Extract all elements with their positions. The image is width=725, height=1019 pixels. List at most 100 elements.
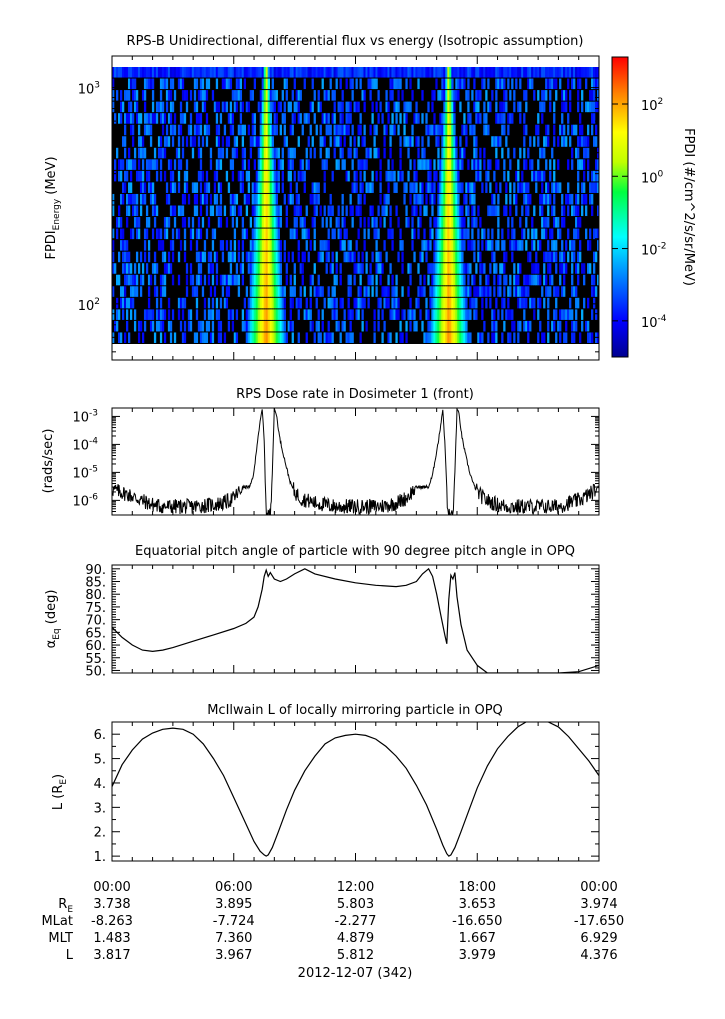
spectrogram-cell xyxy=(571,78,574,90)
spectrogram-cell xyxy=(531,240,534,251)
spectrogram-cell xyxy=(487,240,490,251)
spectrogram-cell xyxy=(271,297,274,309)
spectrogram-cell xyxy=(541,193,544,205)
spectrogram-cell xyxy=(451,217,454,228)
spectrogram-cell xyxy=(317,332,320,343)
spectrogram-cell xyxy=(379,67,382,78)
spectrogram-cell xyxy=(451,170,454,182)
spectrogram-cell xyxy=(591,193,594,205)
spectrogram-cell xyxy=(313,90,316,101)
spectrogram-cell xyxy=(201,193,205,205)
spectrogram-cell xyxy=(465,205,468,217)
spectrogram-cell xyxy=(495,90,498,101)
spectrogram-cell xyxy=(217,332,221,343)
spectrogram-cell xyxy=(495,113,498,124)
spectrogram-cell xyxy=(577,228,580,240)
spectrogram-cell xyxy=(375,286,378,297)
spectrogram-cell xyxy=(343,251,346,263)
spectrogram-cell xyxy=(527,78,530,90)
spectrogram-cell xyxy=(367,182,370,193)
spectrogram-cell xyxy=(475,147,478,159)
spectrogram-cell xyxy=(463,113,466,124)
spectrogram-cell xyxy=(151,113,155,124)
spectrogram-cell xyxy=(215,193,219,205)
spectrogram-cell xyxy=(189,90,193,101)
spectrogram-cell xyxy=(461,297,464,309)
spectrogram-cell xyxy=(385,251,388,263)
spectrogram-cell xyxy=(387,170,390,182)
spectrogram-cell xyxy=(509,67,512,78)
spectrogram-cell xyxy=(539,274,542,286)
spectrogram-cell xyxy=(415,170,418,182)
spectrogram-cell xyxy=(159,90,163,101)
spectrogram-cell xyxy=(525,182,528,193)
spectrogram-cell xyxy=(501,101,504,113)
spectrogram-cell xyxy=(195,228,199,240)
spectrogram-cell xyxy=(457,228,460,240)
spectrogram-cell xyxy=(451,240,454,251)
spectrogram-cell xyxy=(435,170,438,182)
spectrogram-cell xyxy=(239,113,243,124)
spectrogram-cell xyxy=(209,159,213,170)
spectrogram-cell xyxy=(565,240,568,251)
spectrogram-cell xyxy=(385,170,388,182)
spectrogram-cell xyxy=(491,309,494,320)
spectrogram-cell xyxy=(429,193,432,205)
spectrogram-cell xyxy=(309,101,312,113)
spectrogram-cell xyxy=(337,217,340,228)
spectrogram-cell xyxy=(213,182,217,193)
spectrogram-cell xyxy=(549,228,552,240)
spectrogram-cell xyxy=(269,205,272,217)
spectrogram-cell xyxy=(153,332,157,343)
spectrogram-cell xyxy=(443,240,446,251)
spectrogram-cell xyxy=(127,147,131,159)
spectrogram-cell xyxy=(227,286,231,297)
spectrogram-cell xyxy=(169,263,173,274)
spectrogram-cell xyxy=(511,67,514,78)
spectrogram-cell xyxy=(137,332,141,343)
y-tick-label: 50. xyxy=(85,664,106,679)
spectrogram-cell xyxy=(541,67,544,78)
spectrogram-cell xyxy=(409,297,412,309)
spectrogram-cell xyxy=(401,90,404,101)
spectrogram-cell xyxy=(541,332,544,343)
spectrogram-cell xyxy=(133,320,137,332)
spectrogram-cell xyxy=(553,240,556,251)
spectrogram-cell xyxy=(261,124,264,136)
spectrogram-cell xyxy=(119,193,123,205)
spectrogram-cell xyxy=(117,170,121,182)
spectrogram-cell xyxy=(413,228,416,240)
spectrogram-cell xyxy=(331,90,334,101)
spectrogram-cell xyxy=(527,193,530,205)
spectrogram-cell xyxy=(447,205,450,217)
spectrogram-cell xyxy=(477,228,480,240)
spectrogram-cell xyxy=(533,228,536,240)
spectrogram-cell xyxy=(449,193,452,205)
spectrogram-cell xyxy=(153,159,157,170)
spectrogram-cell xyxy=(471,240,474,251)
spectrogram-cell xyxy=(509,286,512,297)
spectrogram-cell xyxy=(409,193,412,205)
spectrogram-cell xyxy=(511,309,514,320)
spectrogram-cell xyxy=(287,101,290,113)
spectrogram-cell xyxy=(327,320,330,332)
spectrogram-cell xyxy=(305,205,308,217)
spectrogram-cell xyxy=(475,286,478,297)
spectrogram-cell xyxy=(369,147,372,159)
spectrogram-cell xyxy=(373,78,376,90)
spectrogram-cell xyxy=(219,205,223,217)
spectrogram-cell xyxy=(559,228,562,240)
spectrogram-cell xyxy=(329,67,332,78)
spectrogram-cell xyxy=(163,263,167,274)
spectrogram-cell xyxy=(153,263,157,274)
spectrogram-cell xyxy=(447,309,450,320)
spectrogram-cell xyxy=(155,263,159,274)
spectrogram-cell xyxy=(267,228,270,240)
spectrogram-cell xyxy=(321,113,324,124)
spectrogram-cell xyxy=(337,101,340,113)
spectrogram-cell xyxy=(179,159,183,170)
spectrogram-cell xyxy=(363,124,366,136)
spectrogram-cell xyxy=(477,159,480,170)
spectrogram-cell xyxy=(495,67,498,78)
spectrogram-cell xyxy=(547,297,550,309)
